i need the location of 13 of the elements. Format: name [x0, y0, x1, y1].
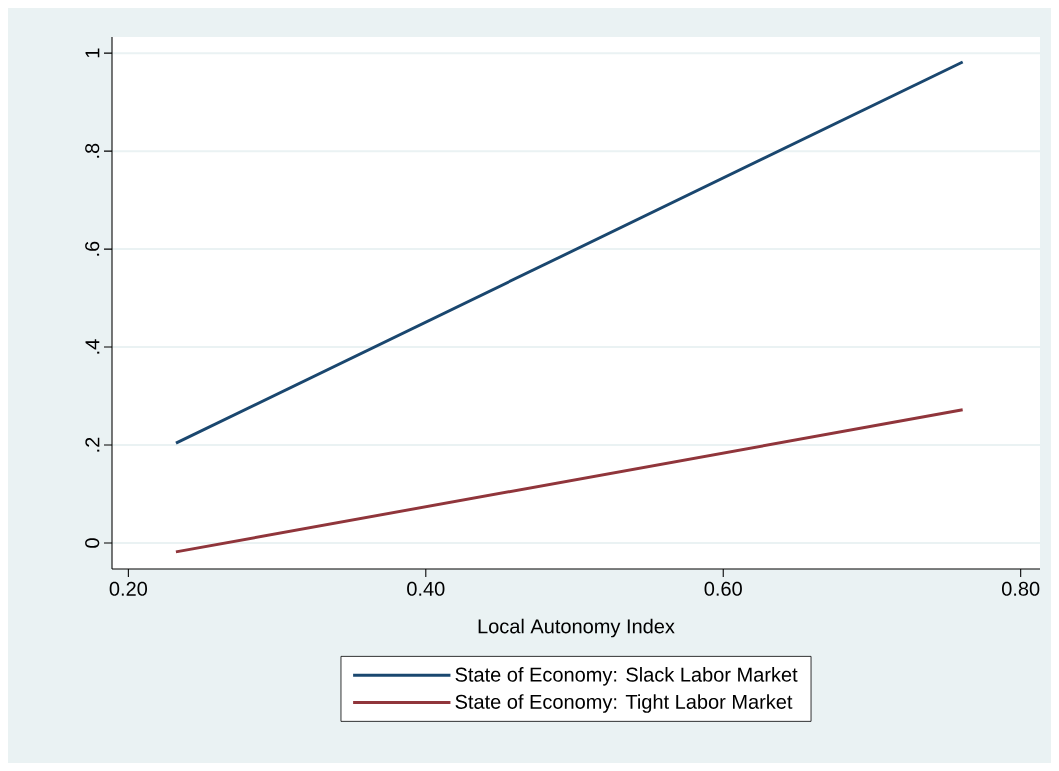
legend-label: State of Economy: Tight Labor Market	[455, 694, 793, 713]
y-tick-label: .2	[85, 437, 100, 452]
y-tick-label: .6	[85, 241, 100, 256]
x-tick-label: 0.60	[704, 581, 742, 596]
y-tick-label: .4	[85, 339, 100, 354]
x-tick-label: 0.80	[1001, 581, 1040, 596]
y-tick-label: 0	[85, 538, 100, 548]
x-tick-label: 0.40	[407, 581, 445, 596]
legend-label: State of Economy: Slack Labor Market	[455, 667, 798, 686]
x-axis-title: Local Autonomy Index	[478, 618, 675, 638]
y-tick-label: 1	[85, 48, 100, 58]
x-tick-label: 0.20	[109, 581, 148, 596]
y-tick-label: .8	[85, 143, 100, 158]
